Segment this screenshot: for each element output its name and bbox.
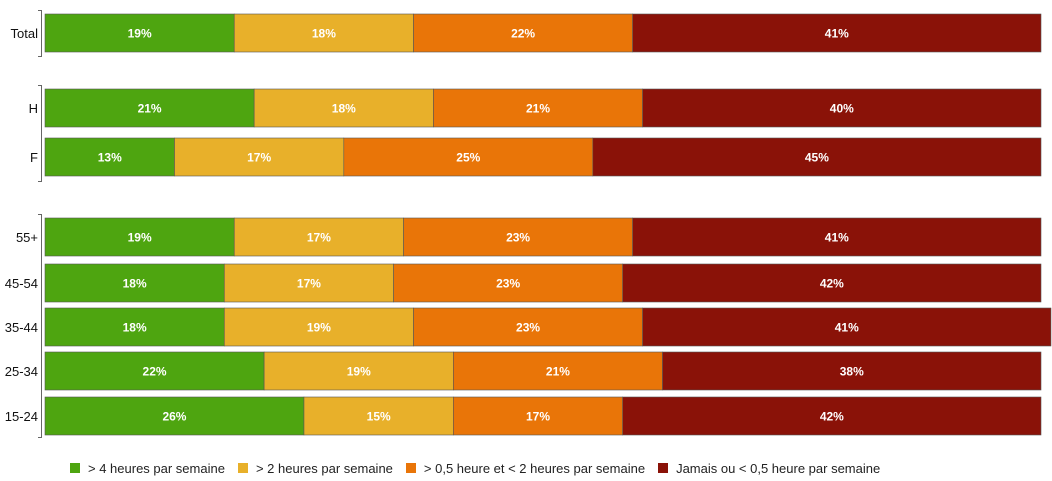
bar-segment <box>233 217 404 257</box>
legend: > 4 heures par semaine > 2 heures par sem… <box>70 459 893 477</box>
bar-segment <box>453 396 623 436</box>
category-label: 15-24 <box>5 409 38 424</box>
bar-row: F 13% 17% 25% 45% <box>30 137 1042 177</box>
legend-label: > 0,5 heure et < 2 heures par semaine <box>423 460 646 476</box>
data-label: 17% <box>526 410 550 424</box>
bar-segment <box>642 307 1052 347</box>
data-label: 17% <box>297 277 321 291</box>
bar-segment <box>592 137 1042 177</box>
bar-segment <box>413 307 643 347</box>
data-label: 23% <box>496 277 520 291</box>
data-label: 18% <box>123 321 147 335</box>
axis-bracket <box>38 214 42 438</box>
category-label: 35-44 <box>5 320 38 335</box>
legend-label: > 2 heures par semaine <box>255 460 393 476</box>
bar-segment <box>403 217 633 257</box>
data-label: 23% <box>516 321 540 335</box>
bar-segment <box>393 263 623 303</box>
bar-segment <box>343 137 594 177</box>
data-label: 25% <box>456 151 480 165</box>
data-label: 19% <box>347 365 371 379</box>
bar-row: 35-44 18% 19% 23% 41% <box>5 307 1052 347</box>
data-label: 18% <box>332 102 356 116</box>
bar-segment <box>263 351 454 391</box>
bar-segment <box>223 263 394 303</box>
category-label: Total <box>11 26 39 41</box>
bar-row: 15-24 26% 15% 17% 42% <box>5 396 1042 436</box>
bar-segment <box>44 217 235 257</box>
data-label: 21% <box>526 102 550 116</box>
bar-segment <box>44 263 225 303</box>
bar-segment <box>433 88 643 128</box>
legend-swatch <box>658 463 669 473</box>
bar-row: Total 19% 18% 22% 41% <box>11 13 1042 53</box>
bar-row: 55+ 19% 17% 23% 41% <box>16 217 1042 257</box>
data-label: 22% <box>511 27 535 41</box>
data-label: 41% <box>825 27 849 41</box>
data-label: 38% <box>840 365 864 379</box>
bar-segment <box>642 88 1042 128</box>
bar-segment <box>253 88 434 128</box>
data-label: 40% <box>830 102 854 116</box>
data-label: 18% <box>312 27 336 41</box>
legend-item: > 0,5 heure et < 2 heures par semaine <box>405 460 646 476</box>
data-label: 21% <box>138 102 162 116</box>
axis-bracket <box>38 10 42 57</box>
category-label: 55+ <box>16 230 38 245</box>
legend-swatch <box>70 463 80 473</box>
bar-segment <box>622 396 1042 436</box>
bar-row: H 21% 18% 21% 40% <box>29 88 1042 128</box>
data-label: 26% <box>162 410 186 424</box>
legend-item: Jamais ou < 0,5 heure par semaine <box>658 461 880 476</box>
legend-label: > 4 heures par semaine <box>88 460 225 476</box>
bar-segment <box>622 263 1042 303</box>
data-label: 41% <box>825 231 849 245</box>
bar-row: 25-34 22% 19% 21% 38% <box>5 351 1042 391</box>
data-label: 18% <box>123 277 147 291</box>
data-label: 23% <box>506 231 530 245</box>
data-label: 17% <box>247 151 271 165</box>
bar-segment <box>44 88 255 128</box>
data-label: 21% <box>546 365 570 379</box>
data-label: 42% <box>820 410 844 424</box>
data-label: 42% <box>820 277 844 291</box>
bar-segment <box>662 351 1042 391</box>
legend-swatch <box>405 463 416 473</box>
data-label: 13% <box>98 151 122 165</box>
bar-segment <box>413 13 633 53</box>
bar-segment <box>44 307 225 347</box>
legend-item: > 2 heures par semaine <box>237 460 393 476</box>
bar-row: 45-54 18% 17% 23% 42% <box>5 263 1042 303</box>
bar-segment <box>233 13 414 53</box>
data-label: 22% <box>143 365 167 379</box>
bar-segment <box>303 396 454 436</box>
axis-bracket <box>38 85 42 182</box>
category-label: 25-34 <box>5 364 38 379</box>
bar-segment <box>632 13 1042 53</box>
category-label: H <box>29 101 38 116</box>
data-label: 45% <box>805 151 829 165</box>
data-label: 19% <box>128 27 152 41</box>
data-label: 19% <box>128 231 152 245</box>
legend-swatch <box>237 463 248 473</box>
category-label: F <box>30 150 38 165</box>
category-label: 45-54 <box>5 276 38 291</box>
bar-segment <box>174 137 345 177</box>
data-label: 41% <box>835 321 859 335</box>
bar-segment <box>223 307 414 347</box>
data-label: 17% <box>307 231 331 245</box>
bar-segment <box>632 217 1042 257</box>
legend-item: > 4 heures par semaine <box>70 461 225 476</box>
stacked-bar-chart: Total 19% 18% 22% 41% H 21% 18% 21% 40% F 13% 17% 25%… <box>5 10 1052 438</box>
legend-label: Jamais ou < 0,5 heure par semaine <box>676 460 881 476</box>
data-label: 19% <box>307 321 331 335</box>
bar-segment <box>453 351 663 391</box>
bar-segment <box>44 351 265 391</box>
bar-segment <box>44 137 175 177</box>
data-label: 15% <box>367 410 391 424</box>
